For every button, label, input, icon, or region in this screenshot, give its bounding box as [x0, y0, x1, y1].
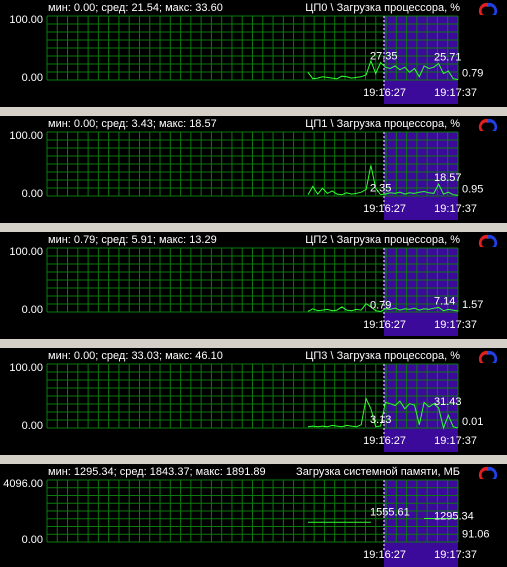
graph-panel: мин: 0.79; сред: 5.91; макс: 13.29 ЦП2 \ …: [0, 232, 507, 339]
icon-part: [478, 2, 488, 15]
stats: мин: 0.00; сред: 33.03; макс: 46.10: [48, 350, 223, 362]
time-start: 19:16:27: [363, 203, 406, 215]
time-start: 19:16:27: [363, 549, 406, 561]
graph-panel: мин: 1295.34; сред: 1843.37; макс: 1891.…: [0, 464, 507, 567]
value-label: 27.35: [370, 50, 398, 62]
data-line: [307, 303, 459, 313]
stats: мин: 0.00; сред: 21.54; макс: 33.60: [48, 2, 223, 14]
icon-part: [478, 350, 488, 363]
y-tick-label: 4096.00: [3, 478, 43, 490]
graph-panel: мин: 0.00; сред: 21.54; макс: 33.60 ЦП0 \…: [0, 0, 507, 107]
value-label: 1555.61: [370, 506, 410, 518]
graph-title: ЦП3 \ Загрузка процессора, %: [305, 350, 460, 362]
y-tick-label: 0.00: [22, 188, 43, 200]
time-end: 19:17:37: [434, 435, 477, 447]
icon: [478, 234, 498, 247]
y-tick-label: 100.00: [9, 246, 43, 258]
stats: мин: 1295.34; сред: 1843.37; макс: 1891.…: [48, 466, 266, 478]
value-label: 91.06: [462, 529, 490, 541]
data-line: [307, 165, 459, 196]
icon: [478, 466, 498, 479]
graph-panel: мин: 0.00; сред: 3.43; макс: 18.57 ЦП1 \ …: [0, 116, 507, 223]
value-label: 2.35: [370, 182, 391, 194]
time-end: 19:17:37: [434, 549, 477, 561]
y-tick-label: 0.00: [22, 420, 43, 432]
graph-panel: мин: 0.00; сред: 33.03; макс: 46.10 ЦП3 \…: [0, 348, 507, 455]
data-line: [307, 396, 459, 430]
time-start: 19:16:27: [363, 319, 406, 331]
value-label: 7.14: [434, 295, 455, 307]
value-label: 0.79: [462, 67, 483, 79]
value-label: 18.57: [434, 172, 462, 184]
time-end: 19:17:37: [434, 87, 477, 99]
icon-part: [478, 466, 488, 479]
time-start: 19:16:27: [363, 435, 406, 447]
value-label: 0.79: [370, 299, 391, 311]
icon-part: [488, 118, 498, 131]
graph-title: ЦП0 \ Загрузка процессора, %: [305, 2, 460, 14]
icon-part: [488, 234, 498, 247]
value-label: 3.13: [370, 414, 391, 426]
y-tick-label: 100.00: [9, 362, 43, 374]
value-label: 1.57: [462, 299, 483, 311]
icon: [478, 350, 498, 363]
stats: мин: 0.00; сред: 3.43; макс: 18.57: [48, 118, 217, 130]
time-start: 19:16:27: [363, 87, 406, 99]
time-end: 19:17:37: [434, 319, 477, 331]
value-label: 31.43: [434, 396, 462, 408]
value-label: 1295.34: [434, 510, 474, 522]
y-tick-label: 0.00: [22, 72, 43, 84]
graph-title: ЦП1 \ Загрузка процессора, %: [305, 118, 460, 130]
stats: мин: 0.79; сред: 5.91; макс: 13.29: [48, 234, 217, 246]
graph-title: Загрузка системной памяти, МБ: [296, 466, 460, 478]
time-end: 19:17:37: [434, 203, 477, 215]
y-tick-label: 100.00: [9, 130, 43, 142]
icon-part: [478, 118, 488, 131]
value-label: 0.95: [462, 183, 483, 195]
y-tick-label: 0.00: [22, 304, 43, 316]
data-line: [307, 59, 459, 80]
icon: [478, 2, 498, 15]
y-tick-label: 100.00: [9, 14, 43, 26]
value-label: 0.01: [462, 416, 483, 428]
icon-part: [488, 466, 498, 479]
graph-title: ЦП2 \ Загрузка процессора, %: [305, 234, 460, 246]
icon: [478, 118, 498, 131]
icon-part: [488, 2, 498, 15]
icon-part: [478, 234, 488, 247]
icon-part: [488, 350, 498, 363]
y-tick-label: 0.00: [22, 534, 43, 546]
value-label: 25.71: [434, 51, 462, 63]
